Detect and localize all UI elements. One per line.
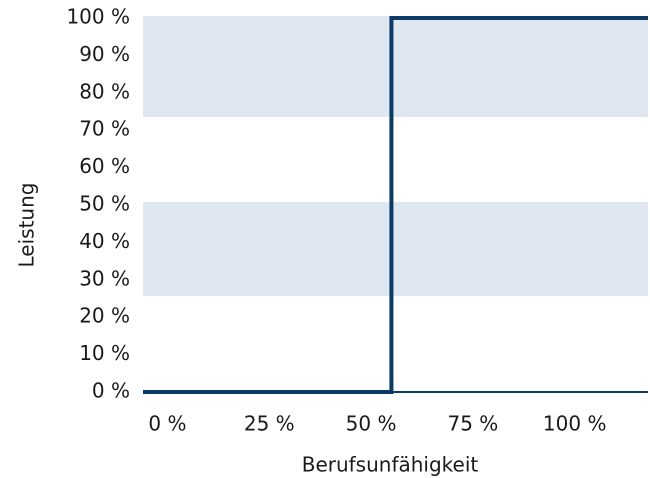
y-tick-label: 30 %: [79, 266, 130, 290]
x-tick-label: 50 %: [346, 412, 397, 436]
y-tick-label: 20 %: [79, 304, 130, 328]
y-tick-label: 100 %: [66, 5, 130, 29]
y-tick-label: 10 %: [79, 341, 130, 365]
x-tick-label: 100 %: [543, 412, 607, 436]
x-tick-label: 25 %: [244, 412, 295, 436]
x-tick-label: 0 %: [148, 412, 186, 436]
y-tick-label: 90 %: [79, 42, 130, 66]
band: [143, 16, 648, 117]
band: [143, 202, 648, 296]
y-axis-label: Leistung: [15, 183, 39, 268]
y-tick-label: 50 %: [79, 192, 130, 216]
y-tick-label: 0 %: [92, 379, 130, 403]
y-tick-label: 60 %: [79, 154, 130, 178]
y-tick-label: 40 %: [79, 229, 130, 253]
x-tick-label: 75 %: [447, 412, 498, 436]
y-tick-label: 80 %: [79, 79, 130, 103]
x-axis-label: Berufsunfähigkeit: [302, 453, 479, 477]
step-line: [143, 16, 648, 394]
y-tick-label: 70 %: [79, 117, 130, 141]
